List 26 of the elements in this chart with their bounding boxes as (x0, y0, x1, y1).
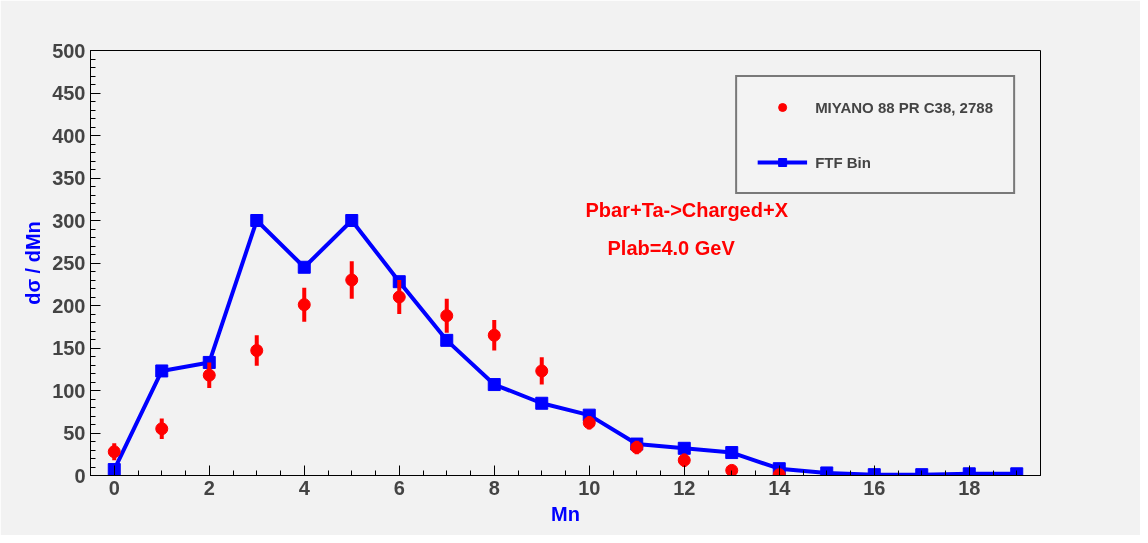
x-tick-label: 0 (108, 476, 120, 499)
y-tick-label: 350 (52, 167, 86, 189)
x-tick-label: 6 (393, 476, 405, 499)
x-tick-label: 16 (863, 476, 886, 499)
x-tick-label: 10 (578, 476, 601, 499)
x-tick-label: 12 (673, 476, 696, 499)
x-axis-title: Mn (551, 502, 580, 525)
y-tick-label: 200 (52, 294, 86, 317)
y-tick-label: 300 (52, 209, 86, 232)
x-tick-label: 4 (298, 476, 311, 499)
y-tick-label: 400 (52, 124, 86, 147)
legend-label: FTF Bin (815, 153, 871, 171)
y-tick-label: 250 (52, 252, 86, 274)
annotation: Plab=4.0 GeV (607, 236, 736, 259)
y-tick-label: 150 (52, 337, 86, 359)
y-axis-title: dσ / dMn (22, 221, 45, 305)
annotation: Pbar+Ta->Charged+X (585, 198, 789, 221)
x-tick-label: 2 (203, 476, 215, 499)
y-tick-label: 450 (52, 82, 86, 104)
y-tick-label: 50 (63, 422, 86, 444)
x-tick-label: 18 (958, 476, 981, 499)
x-tick-label: 14 (768, 476, 792, 499)
y-tick-label: 500 (52, 39, 86, 62)
legend-label: MIYANO 88 PR C38, 2788 (815, 98, 993, 116)
y-tick-label: 100 (52, 379, 86, 402)
x-tick-label: 8 (488, 476, 500, 499)
